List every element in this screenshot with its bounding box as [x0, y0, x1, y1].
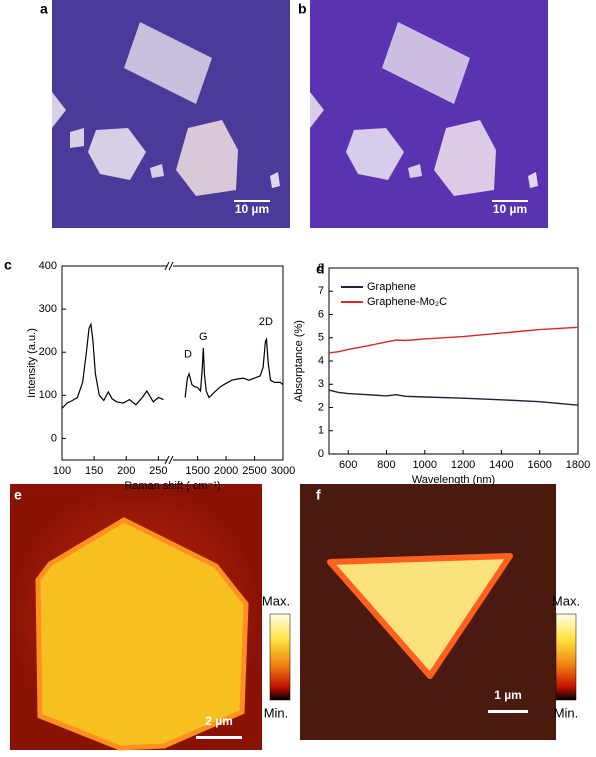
flake	[346, 128, 404, 180]
x-tick-label: 1500	[185, 465, 209, 477]
x-tick-label: 1400	[489, 459, 513, 471]
x-axis-label: Raman shift ( cm⁻¹)	[124, 480, 220, 492]
y-tick-label: 400	[39, 260, 57, 272]
y-tick-label: 1	[318, 425, 324, 437]
micrograph	[310, 0, 548, 228]
flake	[88, 128, 146, 180]
panel-label: b	[298, 1, 307, 17]
flake	[124, 22, 212, 104]
flake	[176, 120, 238, 196]
y-tick-label: 100	[39, 389, 57, 401]
x-tick-label: 600	[339, 459, 357, 471]
panel-label: a	[40, 1, 48, 17]
panel-e: 2 µm e Max. Min.	[10, 484, 291, 751]
colorbar-max: Max.	[552, 593, 580, 608]
x-axis-label: Wavelength (nm)	[412, 474, 495, 486]
panel-f: 1 µm f Max. Min.	[300, 484, 580, 740]
flake	[310, 92, 324, 128]
scale-bar-label: 10 µm	[493, 202, 527, 216]
flake	[70, 128, 84, 148]
axis-break-gap	[167, 456, 173, 464]
flake	[434, 120, 496, 196]
x-tick-label: 1800	[566, 459, 590, 471]
flake	[528, 172, 538, 188]
y-axis-label: Absorptance (%)	[293, 320, 305, 402]
x-tick-label: 150	[85, 465, 103, 477]
scale-bar	[234, 200, 270, 202]
legend-label: Graphene	[367, 281, 416, 293]
annotation: G	[199, 331, 208, 343]
y-axis-label: Intensity (a.u.)	[26, 328, 38, 398]
flake	[52, 92, 66, 128]
colorbar	[555, 613, 577, 701]
x-tick-label: 800	[377, 459, 395, 471]
scale-bar	[196, 736, 242, 739]
axis-break	[164, 455, 170, 465]
axis-break	[164, 261, 170, 271]
panel-a: 10 µm a	[40, 0, 290, 228]
y-tick-label: 4	[318, 355, 324, 367]
y-tick-label: 8	[318, 262, 324, 274]
flake	[150, 164, 164, 178]
y-tick-label: 3	[318, 378, 324, 390]
y-tick-label: 6	[318, 308, 324, 320]
annotation: 2D	[259, 316, 273, 328]
flake	[270, 172, 280, 188]
annotation: D	[184, 348, 192, 360]
y-tick-label: 7	[318, 285, 324, 297]
colorbar-min: Min.	[264, 705, 289, 720]
colorbar	[269, 613, 291, 701]
data-line	[184, 337, 284, 399]
axis-break	[168, 455, 174, 465]
panel-label: f	[316, 487, 321, 503]
y-tick-label: 0	[318, 448, 324, 460]
scale-bar-label: 2 µm	[205, 714, 233, 728]
colorbar-min: Min.	[554, 705, 579, 720]
x-tick-label: 2500	[242, 465, 266, 477]
flake-map	[35, 517, 249, 751]
x-tick-label: 1200	[451, 459, 475, 471]
scale-bar-label: 1 µm	[494, 688, 522, 702]
flake-map	[327, 553, 513, 679]
flake	[408, 164, 422, 178]
panel-label: e	[14, 487, 22, 503]
x-tick-label: 1600	[527, 459, 551, 471]
axis-break-gap	[167, 262, 173, 270]
y-tick-label: 0	[51, 432, 57, 444]
y-tick-label: 2	[318, 401, 324, 413]
x-tick-label: 200	[117, 465, 135, 477]
scale-bar	[492, 200, 528, 202]
x-tick-label: 1000	[413, 459, 437, 471]
data-line	[328, 389, 579, 406]
x-tick-label: 3000	[271, 465, 295, 477]
flake	[382, 22, 470, 104]
data-line	[328, 326, 579, 354]
x-tick-label: 100	[53, 465, 71, 477]
axis-break	[168, 261, 174, 271]
scale-bar-label: 10 µm	[235, 202, 269, 216]
y-tick-label: 300	[39, 303, 57, 315]
y-tick-label: 5	[318, 332, 324, 344]
panel-label: c	[4, 257, 12, 273]
legend-label: Graphene-Mo₂C	[367, 296, 447, 308]
x-tick-label: 250	[149, 465, 167, 477]
panel-b: 10 µm b	[298, 0, 548, 228]
scale-bar	[488, 710, 528, 713]
x-tick-label: 2000	[214, 465, 238, 477]
panel-label: d	[316, 261, 325, 277]
y-tick-label: 200	[39, 346, 57, 358]
colorbar-max: Max.	[262, 593, 290, 608]
micrograph	[52, 0, 290, 228]
data-line	[61, 321, 164, 409]
